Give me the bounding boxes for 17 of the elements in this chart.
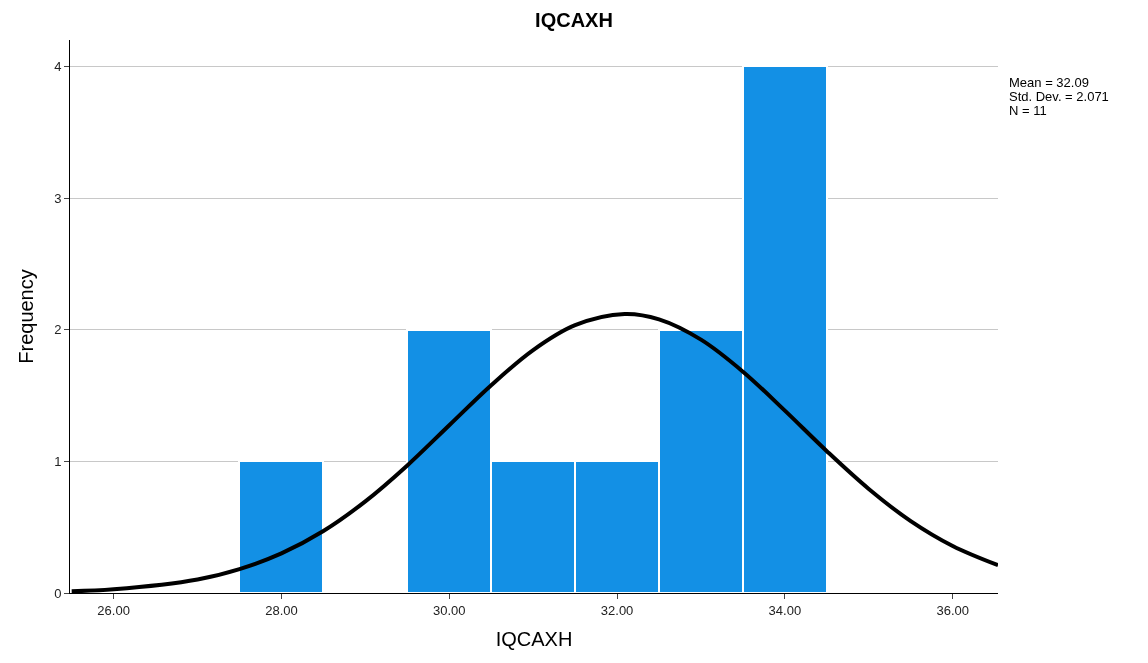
x-tick-label: 32.00: [600, 602, 634, 618]
y-tick-label: 0: [54, 585, 62, 601]
x-axis-title: IQCAXH: [495, 628, 573, 651]
chart-title: IQCAXH: [535, 9, 613, 32]
y-axis-title: Frequency: [14, 269, 37, 364]
x-tick-label: 36.00: [936, 602, 969, 618]
y-tick-label: 2: [54, 322, 62, 338]
y-tick-label: 3: [54, 190, 62, 206]
y-tick-label: 4: [54, 58, 62, 74]
text: N = 11: [1009, 103, 1047, 118]
text: Mean = 32.09: [1009, 75, 1089, 90]
x-tick-label: 34.00: [768, 602, 802, 618]
x-tick-label: 30.00: [432, 602, 466, 618]
text: Std. Dev. = 2.071: [1009, 89, 1109, 104]
x-tick-label: 26.00: [97, 602, 130, 618]
x-tick-label: 28.00: [265, 602, 298, 618]
y-tick-label: 1: [54, 453, 62, 469]
